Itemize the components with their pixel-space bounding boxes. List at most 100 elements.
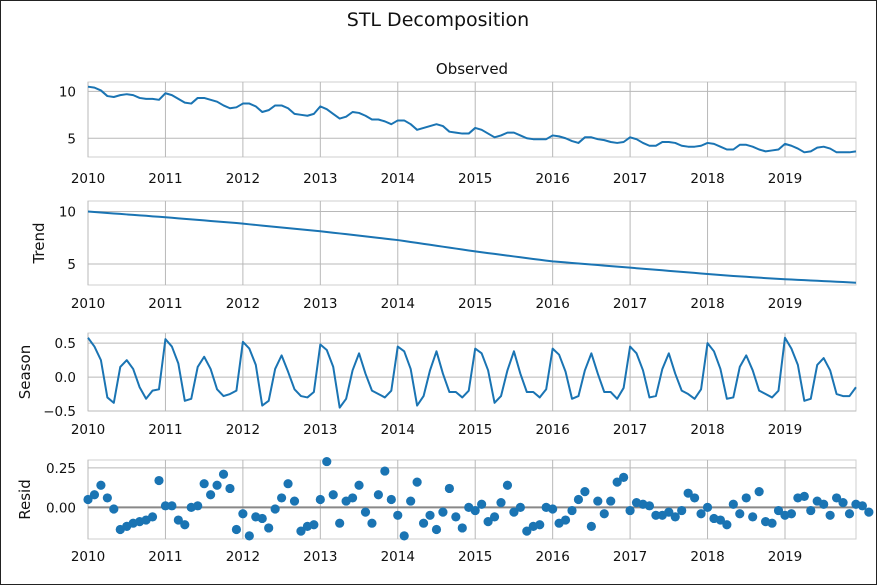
resid-point (567, 505, 577, 516)
resid-point (347, 493, 358, 503)
x-tick-label: 2018 (690, 422, 724, 438)
y-tick-label: 10 (59, 84, 76, 100)
x-tick-label: 2011 (148, 171, 182, 187)
resid-point (199, 479, 209, 489)
x-tick-label: 2011 (148, 549, 182, 565)
resid-point (380, 466, 390, 476)
resid-point (864, 507, 874, 517)
resid-point (722, 520, 732, 530)
resid-point (206, 490, 216, 500)
resid-point (431, 524, 442, 535)
x-tick-label: 2016 (535, 422, 569, 438)
series-line-observed (87, 85, 857, 154)
x-tick-label: 2010 (71, 296, 105, 312)
resid-point (502, 480, 513, 490)
x-tick-label: 2017 (613, 422, 647, 438)
resid-point (586, 521, 596, 531)
resid-point (696, 509, 706, 519)
x-tick-label: 2014 (381, 171, 415, 187)
resid-point (612, 477, 622, 487)
resid-point (444, 483, 454, 494)
resid-point (844, 509, 855, 519)
resid-point (399, 531, 409, 541)
resid-point (509, 507, 519, 517)
x-tick-label: 2016 (535, 549, 569, 565)
x-tick-label: 2013 (303, 296, 337, 312)
resid-point (515, 502, 525, 512)
resid-point (767, 518, 777, 528)
resid-point (786, 509, 797, 519)
resid-point (322, 456, 332, 467)
resid-point (670, 512, 680, 522)
resid-point (438, 507, 448, 517)
resid-point (354, 480, 364, 490)
resid-point (651, 510, 661, 520)
resid-point (580, 487, 590, 497)
resid-point (806, 505, 816, 516)
x-tick-label: 2018 (690, 296, 724, 312)
resid-point (728, 499, 738, 509)
resid-point (819, 499, 829, 509)
resid-point (683, 488, 693, 498)
series-line-trend (87, 210, 856, 284)
resid-point (451, 512, 461, 522)
resid-point (599, 509, 609, 519)
resid-point (477, 499, 487, 509)
y-tick-label: 5 (67, 257, 76, 273)
x-tick-label: 2014 (381, 422, 415, 438)
resid-point (83, 494, 93, 505)
resid-point (193, 501, 203, 511)
resid-point (799, 491, 809, 501)
resid-point (160, 501, 171, 511)
resid-point (825, 510, 835, 520)
resid-point (335, 518, 345, 528)
resid-point (548, 504, 558, 514)
panel-season: 0.5 0.0 −0.5 2010 2011 2012 2013 2014 2015 2016 20… (16, 332, 857, 438)
resid-point (367, 518, 377, 528)
resid-point (102, 493, 112, 503)
resid-point (147, 512, 158, 522)
x-tick-label: 2013 (303, 549, 337, 565)
resid-point (619, 472, 629, 482)
resid-point (418, 518, 429, 528)
y-tick-label: 0.0 (55, 370, 76, 386)
panel-resid: 0.25 0.00 2010 2011 2012 2013 2014 2015 2016 2017… (16, 456, 874, 565)
x-tick-label: 2015 (458, 296, 492, 312)
resid-point (748, 512, 758, 522)
resid-point (173, 515, 183, 525)
resid-point (296, 526, 306, 536)
x-tick-label: 2016 (535, 171, 569, 187)
x-tick-label: 2012 (226, 422, 260, 438)
resid-point (167, 501, 177, 511)
x-tick-label: 2019 (768, 171, 802, 187)
resid-point (773, 505, 784, 516)
resid-point (715, 515, 726, 525)
x-tick-label: 2012 (226, 296, 260, 312)
chart-title: STL Decomposition (347, 9, 529, 31)
resid-point (212, 480, 222, 490)
y-tick-label: 5 (67, 131, 76, 147)
resid-point (231, 524, 242, 535)
x-tick-label: 2010 (71, 422, 105, 438)
y-axis-label: Season (16, 345, 34, 399)
x-tick-label: 2015 (458, 171, 492, 187)
x-tick-label: 2018 (690, 171, 724, 187)
x-tick-label: 2017 (613, 171, 647, 187)
resid-point (535, 520, 545, 530)
resid-point (360, 507, 371, 517)
resid-point (702, 502, 713, 512)
resid-point (741, 493, 751, 503)
resid-point (386, 494, 396, 505)
resid-point (315, 494, 325, 505)
y-tick-label: 0.5 (55, 336, 76, 352)
resid-point (560, 515, 571, 525)
resid-point (425, 510, 435, 520)
resid-point (283, 479, 293, 489)
panel-observed: 10 5 2010 2011 2012 2013 2014 2015 2016 2017 2018 2… (59, 60, 857, 187)
resid-point (831, 493, 842, 503)
resid-point (857, 501, 868, 511)
series-line-season (87, 336, 857, 409)
resid-point (264, 523, 274, 533)
x-tick-label: 2013 (303, 422, 337, 438)
resid-point (625, 505, 635, 516)
